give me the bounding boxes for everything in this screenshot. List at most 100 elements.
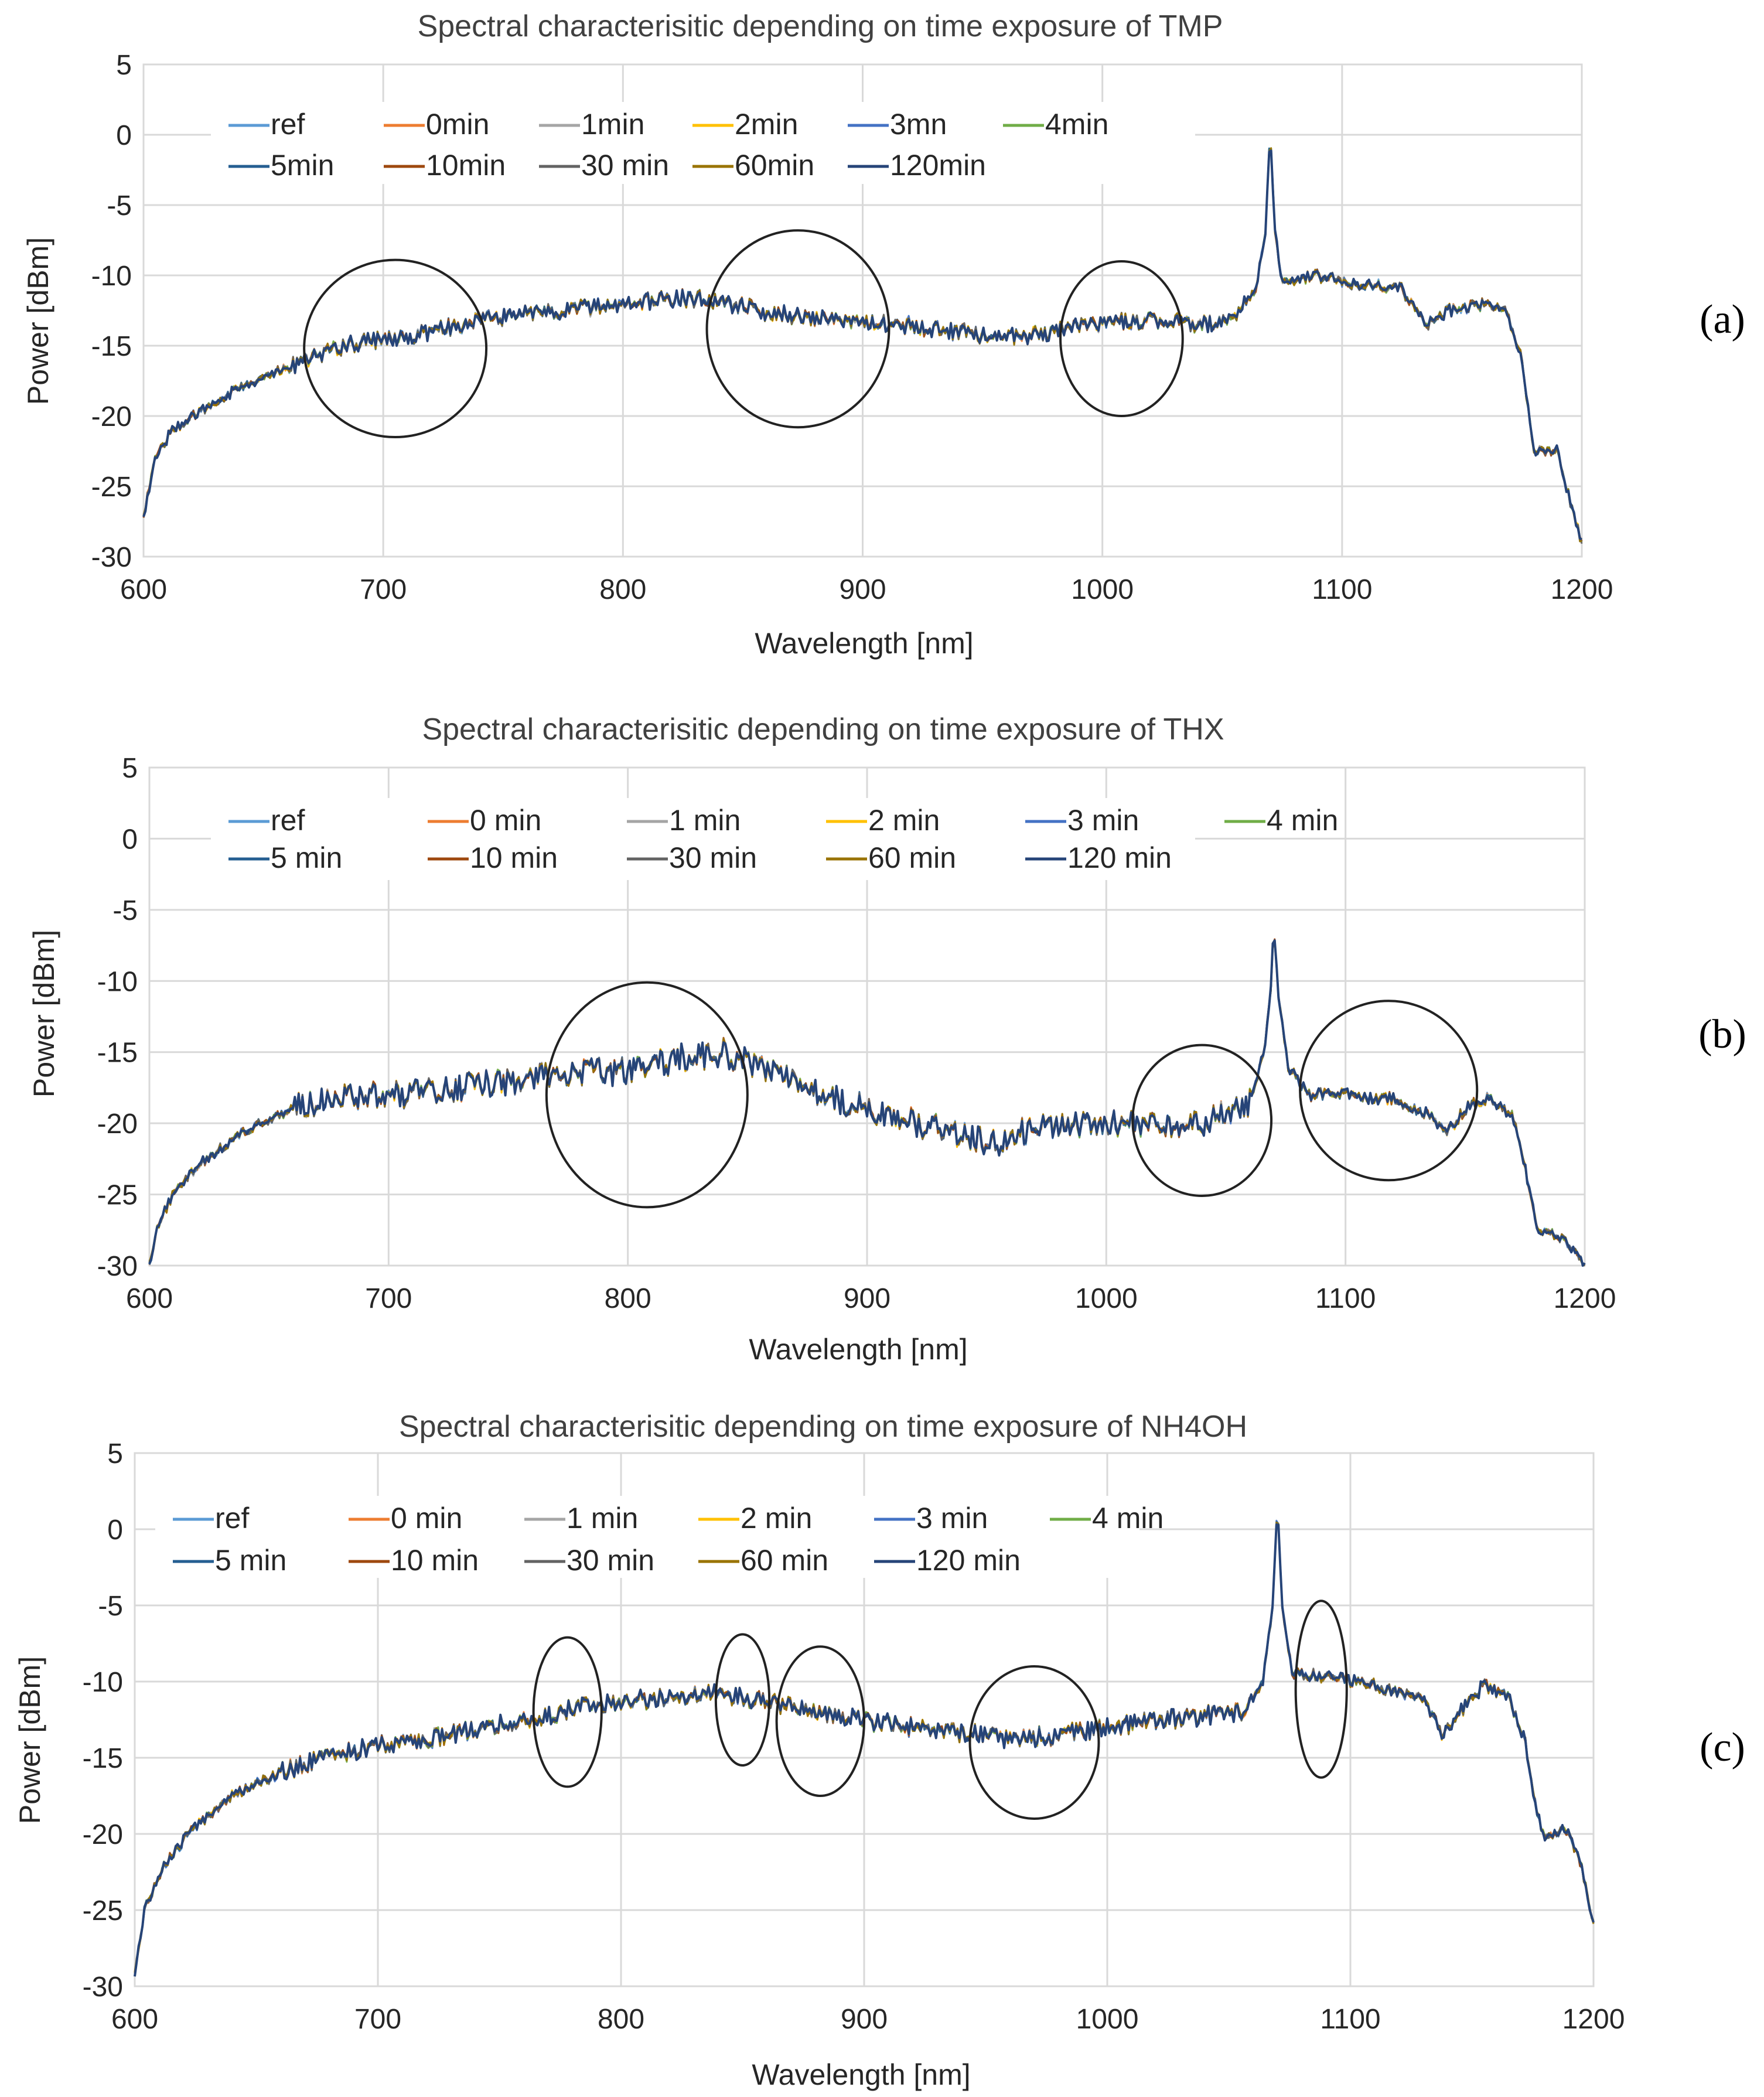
chart-panel-c: Spectral characterisitic depending on ti…: [13, 1410, 1745, 2091]
x-axis-label: Wavelength [nm]: [755, 627, 973, 660]
y-tick-label: -15: [83, 1743, 123, 1774]
legend-item: 2min: [692, 108, 798, 141]
x-tick-label: 900: [839, 574, 886, 605]
y-axis-label: Power [dBm]: [28, 930, 60, 1097]
legend-item: ref: [173, 1502, 249, 1535]
legend-label: 5min: [271, 149, 334, 182]
x-tick-label: 900: [844, 1283, 890, 1314]
chart-title: Spectral characterisitic depending on ti…: [399, 1410, 1247, 1444]
annotation-circle: [1299, 1000, 1479, 1182]
gridlines: [134, 1452, 1595, 1987]
chart-panel-b: Spectral characterisitic depending on ti…: [28, 712, 1746, 1366]
legend-label: 1 min: [567, 1502, 638, 1535]
legend-label: 10min: [426, 149, 506, 182]
legend-label: 120 min: [916, 1544, 1021, 1577]
annotation-circle: [714, 1633, 771, 1767]
y-tick-label: -25: [97, 1180, 138, 1211]
legend-label: 1min: [581, 108, 644, 141]
x-tick-label: 1100: [1320, 2004, 1380, 2035]
x-tick-label: 800: [599, 574, 646, 605]
y-tick-label: -5: [112, 895, 138, 926]
legend-item: 0min: [384, 108, 489, 141]
y-tick-label: 0: [107, 1515, 123, 1546]
legend-item: 120 min: [1025, 841, 1172, 874]
annotation-circle: [1294, 1600, 1348, 1779]
legend-label: 60min: [735, 149, 814, 182]
x-tick-label: 800: [598, 2004, 644, 2035]
chart-panel-a: Spectral characterisitic depending on ti…: [22, 9, 1745, 660]
y-tick-labels: 5 0 -5 -10 -15 -20 -25 -30: [97, 753, 138, 1282]
y-tick-label: -25: [91, 472, 132, 503]
plot-frame: [142, 63, 1583, 558]
x-tick-label: 1200: [1562, 2004, 1625, 2035]
legend-label: 120min: [890, 149, 986, 182]
panel-label: (b): [1698, 1012, 1746, 1057]
y-tick-label: -20: [91, 401, 132, 432]
legend-label: 10 min: [391, 1544, 479, 1577]
y-tick-label: -30: [97, 1251, 138, 1282]
x-tick-label: 1000: [1076, 2004, 1139, 2035]
legend-item: 3 min: [874, 1502, 988, 1535]
y-tick-label: -25: [83, 1895, 123, 1926]
legend-label: 0 min: [391, 1502, 462, 1535]
legend-label: 2min: [735, 108, 798, 141]
series-line-120min: [142, 149, 1582, 541]
legend-label: 2 min: [868, 804, 940, 837]
x-tick-label: 1200: [1554, 1283, 1616, 1314]
legend-label: 5 min: [271, 841, 342, 874]
x-tick-label: 700: [360, 574, 407, 605]
legend-item: 10 min: [428, 841, 558, 874]
y-tick-label: -5: [107, 190, 132, 221]
legend-label: 3 min: [1067, 804, 1139, 837]
legend-item: 4min: [1003, 108, 1108, 141]
legend-item: 60min: [692, 149, 814, 182]
y-tick-labels: 5 0 -5 -10 -15 -20 -25 -30: [91, 50, 132, 573]
x-tick-label: 1100: [1315, 1283, 1376, 1314]
legend-label: 0min: [426, 108, 489, 141]
x-tick-label: 1200: [1551, 574, 1613, 605]
y-tick-label: -30: [91, 542, 132, 573]
legend-label: 30 min: [669, 841, 757, 874]
y-axis-label: Power [dBm]: [13, 1656, 46, 1824]
legend-item: 1 min: [627, 804, 741, 837]
legend-label: 2 min: [741, 1502, 812, 1535]
legend-item: 0 min: [428, 804, 541, 837]
y-tick-label: -10: [91, 261, 132, 292]
series-lines: [142, 147, 1583, 544]
legend-item: 4 min: [1050, 1502, 1164, 1535]
y-tick-label: -10: [83, 1667, 123, 1698]
x-tick-labels: 600 700 800 900 1000 1100 1200: [120, 574, 1613, 605]
legend-item: 30 min: [539, 149, 669, 182]
legend-label: 3 min: [916, 1502, 988, 1535]
y-tick-label: -20: [83, 1819, 123, 1850]
annotation-circles: [532, 1600, 1348, 1820]
legend-background: [211, 798, 1195, 880]
annotation-circle: [532, 1636, 603, 1788]
legend-label: 30 min: [581, 149, 669, 182]
legend-label: ref: [215, 1502, 249, 1535]
annotation-circle: [545, 981, 749, 1209]
y-tick-label: -15: [97, 1038, 138, 1069]
x-tick-label: 1000: [1071, 574, 1134, 605]
y-tick-label: -10: [97, 966, 138, 997]
annotation-circles: [303, 229, 1184, 438]
legend-label: 4 min: [1267, 804, 1338, 837]
y-tick-label: -5: [98, 1591, 123, 1622]
annotation-circle: [303, 258, 488, 438]
legend-item: 0 min: [349, 1502, 462, 1535]
series-lines: [148, 938, 1586, 1267]
legend-item: 5 min: [173, 1544, 286, 1577]
legend-item: 2 min: [826, 804, 940, 837]
legend-item: 10min: [384, 149, 506, 182]
annotation-circle: [1059, 260, 1184, 417]
legend-background: [211, 102, 1195, 184]
y-tick-label: -20: [97, 1109, 138, 1140]
plot-frame: [134, 1452, 1595, 1987]
x-tick-label: 700: [354, 2004, 401, 2035]
y-tick-label: -15: [91, 331, 132, 362]
y-tick-label: 0: [122, 824, 138, 855]
annotation-circle: [1131, 1044, 1273, 1198]
legend-item: 60 min: [826, 841, 956, 874]
x-tick-labels: 600 700 800 900 1000 1100 1200: [126, 1283, 1616, 1314]
legend-label: 30 min: [567, 1544, 654, 1577]
